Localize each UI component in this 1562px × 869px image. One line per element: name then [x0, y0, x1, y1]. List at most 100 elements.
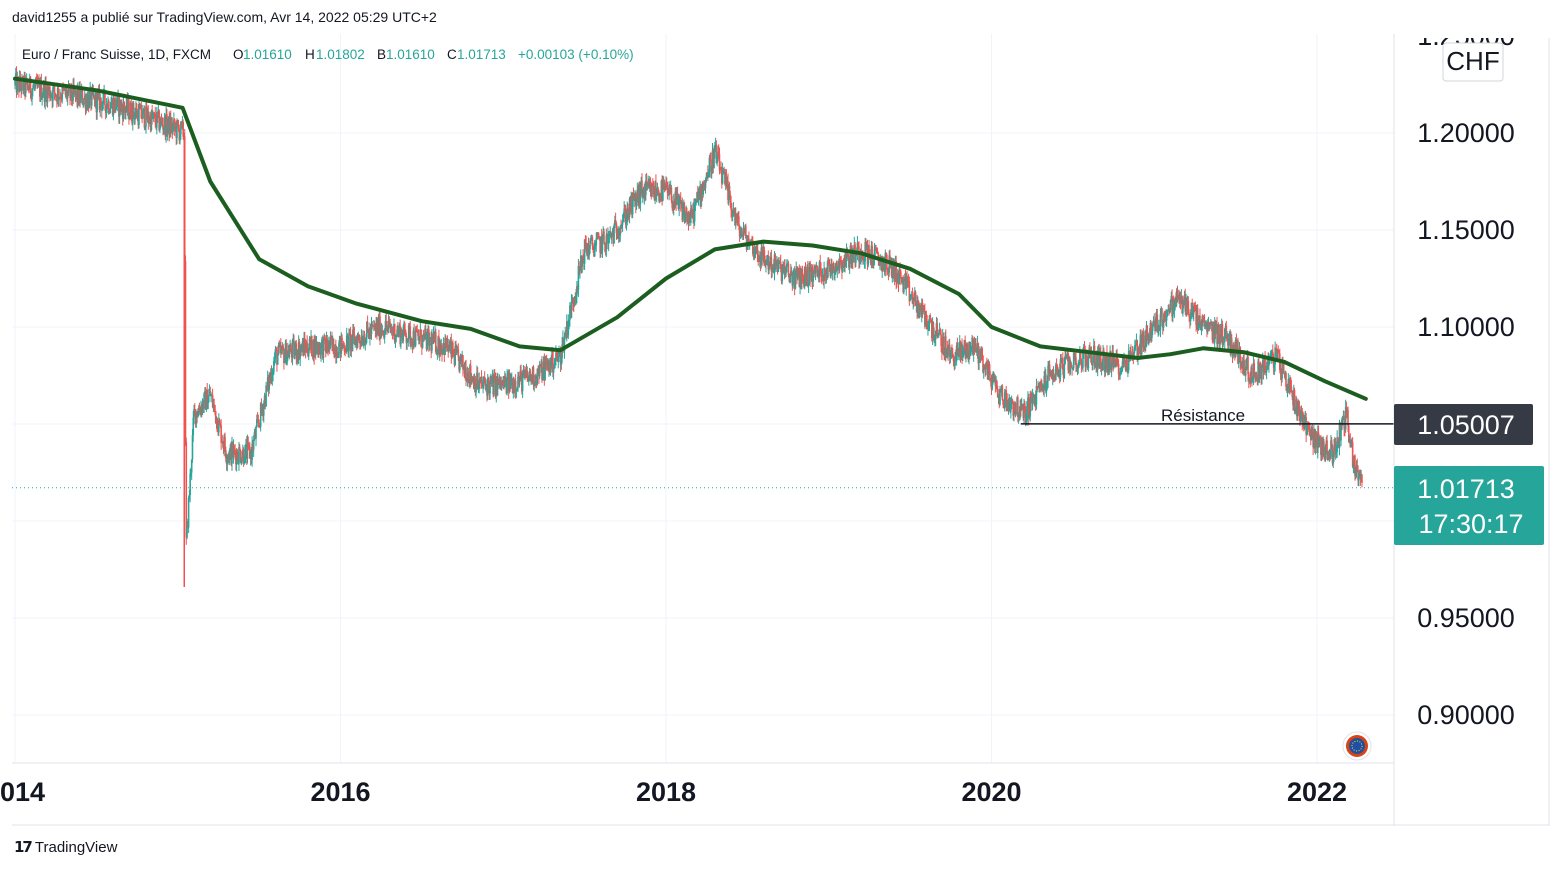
- candle-body: [41, 95, 43, 100]
- candle-body: [728, 185, 731, 195]
- candle-body: [1273, 364, 1276, 368]
- candle-body: [1221, 324, 1224, 346]
- candle-body: [1064, 355, 1066, 365]
- price-axis-top-mask: [1395, 0, 1550, 38]
- candle-body: [567, 321, 570, 336]
- candle-body: [1330, 440, 1332, 457]
- candle-body: [1157, 328, 1159, 333]
- legend-high: 1.01802: [316, 47, 365, 62]
- candle-body: [109, 108, 112, 113]
- candle-body: [858, 257, 861, 262]
- candle-body: [180, 121, 182, 135]
- candle-body: [187, 498, 190, 528]
- candle-body: [446, 338, 449, 351]
- candle-body: [977, 343, 980, 364]
- candle-body: [101, 104, 104, 111]
- candle-body: [1343, 415, 1345, 429]
- candle-body: [386, 325, 389, 330]
- candle-body: [1298, 401, 1300, 416]
- candle-body: [760, 247, 763, 265]
- candle-body: [1197, 327, 1200, 331]
- candle-body: [965, 351, 967, 356]
- candle-body: [962, 351, 964, 359]
- candle-body: [62, 86, 64, 89]
- candle-body: [46, 87, 49, 103]
- candle-body: [197, 408, 200, 415]
- candle-body: [1133, 348, 1135, 358]
- candle-body: [563, 336, 566, 352]
- candle-body: [1239, 347, 1242, 363]
- candle-body: [671, 200, 673, 208]
- candle-body: [1279, 369, 1282, 375]
- candle-body: [684, 213, 687, 223]
- candle-body: [484, 381, 487, 386]
- candle-body: [714, 149, 716, 153]
- candle-body: [246, 442, 249, 459]
- candle-body: [1045, 383, 1048, 392]
- candle-body: [1146, 325, 1149, 336]
- candle-body: [413, 330, 415, 346]
- candle-body: [385, 320, 388, 329]
- time-axis[interactable]: 2014 2016 2018 2020 2022: [0, 777, 1347, 807]
- candle-body: [1082, 351, 1084, 369]
- candle-body: [723, 168, 725, 173]
- candle-body: [395, 335, 398, 337]
- candle-body: [1333, 445, 1335, 458]
- candle-body: [1065, 354, 1068, 358]
- eu-flag-icon[interactable]: [1342, 731, 1372, 761]
- candle-body: [1259, 363, 1262, 366]
- candle-body: [211, 395, 214, 407]
- candle-body: [1127, 370, 1129, 372]
- candle-body: [1272, 360, 1275, 368]
- candle-body: [42, 94, 44, 96]
- candle-body: [926, 321, 928, 329]
- candle-body: [163, 128, 165, 130]
- candle-body: [364, 343, 367, 346]
- candle-body: [125, 109, 127, 114]
- candle-body: [290, 344, 292, 353]
- candle-body: [244, 444, 246, 463]
- candle-body: [526, 370, 529, 377]
- candle-body: [288, 350, 291, 358]
- candle-body: [1173, 304, 1176, 312]
- candle-body: [1038, 385, 1041, 388]
- candle-body: [1070, 363, 1073, 368]
- candle-body: [1300, 409, 1303, 412]
- price-tick-label: 1.15000: [1417, 215, 1515, 245]
- price-axis[interactable]: 1.200001.150001.100001.050001.000000.950…: [1395, 0, 1550, 730]
- candle-body: [1278, 350, 1280, 354]
- candle-body: [659, 194, 661, 201]
- candle-body: [379, 316, 381, 339]
- candle-body: [1017, 397, 1019, 418]
- candle-body: [1282, 363, 1285, 374]
- candle-body: [777, 261, 780, 273]
- candle-body: [1048, 364, 1051, 377]
- footer-brand[interactable]: 17 TradingView: [14, 838, 117, 856]
- candle-body: [272, 372, 274, 376]
- candle-body: [45, 82, 47, 89]
- candle-body: [1347, 425, 1350, 442]
- candle-body: [555, 352, 557, 361]
- candle-body: [182, 122, 184, 137]
- candle-body: [1010, 404, 1012, 412]
- candle-body: [34, 84, 36, 88]
- candle-body: [553, 363, 556, 369]
- candle-body: [436, 349, 439, 354]
- candle-body: [424, 328, 427, 336]
- candle-body: [1274, 347, 1276, 365]
- candle-body: [1199, 315, 1201, 322]
- legend-close-label: C: [447, 47, 457, 62]
- candle-body: [925, 314, 928, 322]
- candle-body: [409, 326, 412, 344]
- candle-body: [49, 87, 51, 99]
- candle-body: [807, 284, 810, 287]
- candle-body: [845, 249, 848, 262]
- candle-body: [1083, 346, 1086, 350]
- candle-body: [382, 330, 384, 334]
- candle-body: [418, 336, 421, 341]
- candle-body: [814, 266, 817, 273]
- candle-body: [27, 84, 29, 90]
- candle-body: [14, 80, 16, 85]
- candle-body: [721, 170, 724, 184]
